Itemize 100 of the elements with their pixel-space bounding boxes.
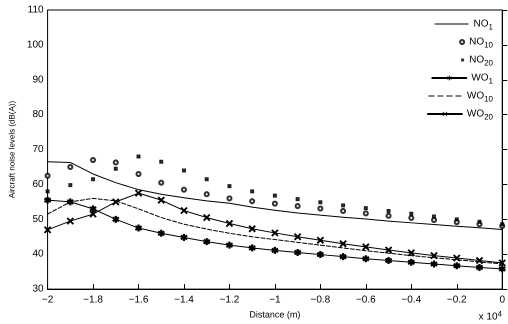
point [44, 226, 52, 234]
point [408, 258, 415, 266]
point [90, 210, 97, 218]
x-tick-label: −0.6 [356, 294, 376, 306]
point [318, 200, 322, 204]
point [180, 186, 187, 193]
point [340, 253, 347, 260]
point [476, 256, 483, 264]
point [476, 264, 483, 271]
point [44, 172, 51, 179]
y-tick-label: 40 [32, 248, 44, 260]
x-tick-label: −1.2 [220, 294, 240, 306]
point [91, 177, 96, 182]
point [477, 220, 482, 224]
point [430, 252, 438, 260]
point [272, 194, 277, 198]
point [432, 214, 436, 219]
point [453, 262, 460, 270]
point [409, 212, 414, 216]
x-tick-label: −2 [42, 294, 54, 306]
point [227, 184, 232, 188]
x-tick-label: −0.8 [310, 294, 331, 306]
point [136, 154, 141, 159]
point [341, 203, 346, 208]
x-tick-label: 0 [499, 294, 506, 306]
point [271, 246, 278, 254]
point [135, 224, 142, 232]
point [114, 166, 118, 171]
point [248, 244, 256, 252]
point [112, 216, 120, 223]
x-tick-label: −1.8 [83, 294, 104, 306]
point [180, 207, 188, 214]
y-tick-label: 100 [26, 39, 44, 50]
point [67, 164, 74, 170]
y-tick-label: 60 [32, 178, 44, 190]
y-tick-label: 50 [32, 214, 44, 225]
x-tick-label: −1 [269, 294, 282, 306]
point [408, 214, 414, 221]
point [340, 240, 347, 248]
point [66, 198, 74, 206]
point [112, 159, 119, 166]
x-axis-title: Distance (m) [249, 310, 300, 320]
point [296, 197, 300, 202]
point [158, 196, 165, 204]
point [180, 234, 188, 241]
point [500, 222, 504, 226]
point [362, 210, 369, 216]
point [90, 157, 96, 164]
point [250, 189, 254, 194]
point [362, 255, 370, 262]
point [498, 259, 506, 266]
point [454, 217, 459, 222]
point [498, 265, 506, 272]
point [316, 251, 324, 258]
y-tick-label: 90 [32, 74, 44, 86]
point [204, 191, 210, 198]
y-tick-label: 30 [32, 284, 44, 295]
point [431, 217, 438, 224]
point [316, 236, 324, 244]
point [204, 177, 209, 182]
point [362, 243, 370, 250]
point [112, 198, 120, 206]
point [226, 220, 233, 228]
point [248, 225, 256, 232]
point [249, 198, 256, 204]
point [453, 254, 460, 262]
point [90, 205, 97, 212]
point [271, 229, 278, 236]
point [203, 214, 210, 222]
y-tick-label: 110 [28, 4, 44, 16]
point [272, 200, 278, 207]
x-tick-label: −1.6 [128, 294, 149, 306]
y-tick-label: 70 [32, 144, 44, 156]
point [203, 238, 210, 246]
x-tick-label: −1.4 [174, 294, 194, 306]
x-tick-label: −0.2 [446, 294, 468, 306]
point [408, 249, 415, 256]
point [46, 189, 50, 194]
point [226, 242, 233, 249]
y-axis-title: Aircraft noise levels (dB(A)) [8, 100, 16, 198]
point [226, 195, 232, 202]
point [66, 218, 74, 225]
point [135, 190, 142, 197]
point [68, 183, 72, 188]
y-tick-label: 80 [32, 109, 44, 120]
point [44, 196, 52, 204]
point [364, 206, 368, 210]
point [294, 203, 301, 210]
point [136, 170, 142, 177]
point [317, 206, 324, 212]
point [385, 246, 392, 254]
point [294, 233, 302, 240]
point [158, 180, 164, 186]
point [386, 212, 392, 219]
point [340, 208, 346, 214]
point [159, 160, 164, 164]
point [385, 256, 392, 264]
point [386, 208, 391, 213]
point [182, 168, 186, 172]
point [294, 248, 302, 256]
